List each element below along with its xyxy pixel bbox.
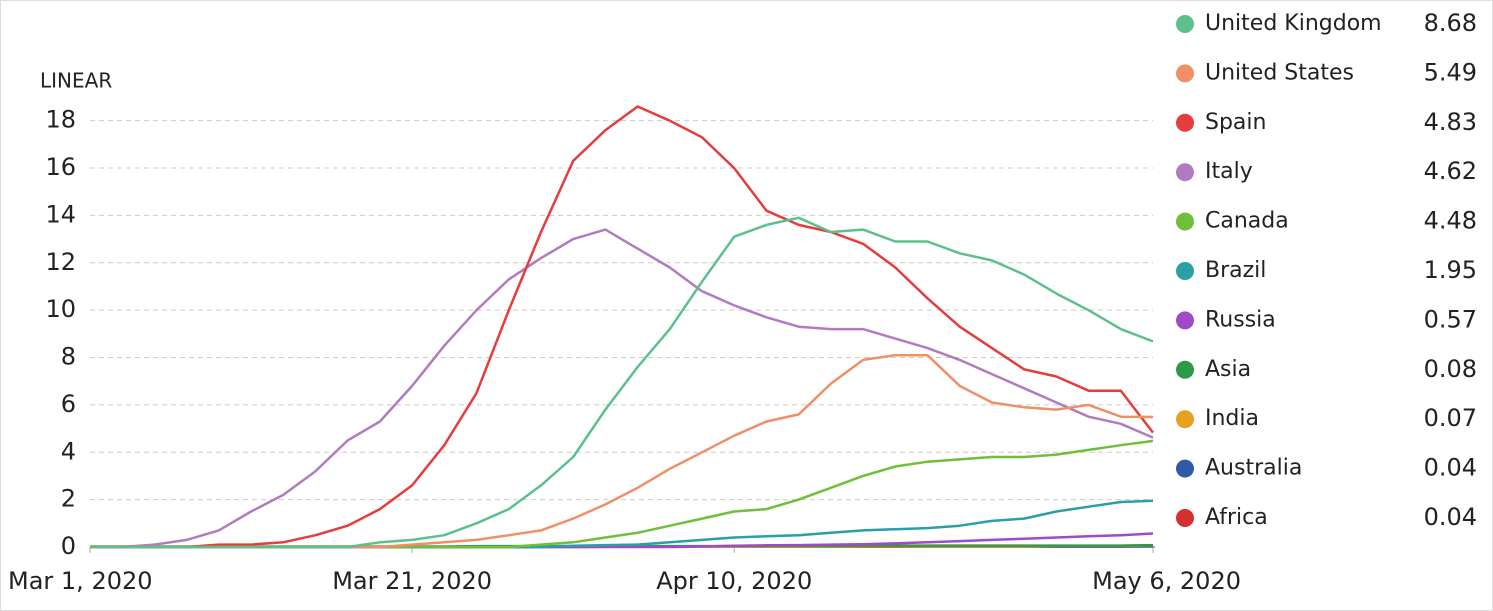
legend-label: United Kingdom [1205, 11, 1382, 36]
y-tick-label: 12 [45, 248, 76, 276]
legend-value: 8.68 [1424, 9, 1477, 37]
legend-swatch [1176, 262, 1194, 280]
y-tick-label: 16 [45, 153, 76, 181]
legend-value: 5.49 [1424, 58, 1477, 86]
legend-label: Russia [1205, 307, 1276, 332]
legend-label: Africa [1205, 505, 1268, 530]
line [90, 228, 1154, 549]
legend-label: Australia [1205, 456, 1302, 481]
y-tick-label: 2 [61, 485, 76, 513]
legend-label: Canada [1205, 209, 1289, 234]
legend-value: 0.08 [1424, 355, 1477, 383]
y-tick-label: 10 [45, 295, 76, 323]
y-tick-label: 18 [45, 106, 76, 134]
legend-value: 0.07 [1424, 404, 1477, 432]
x-tick-label: Mar 21, 2020 [332, 567, 492, 595]
line [90, 105, 1154, 549]
line [90, 216, 1154, 549]
legend-value: 4.62 [1424, 157, 1477, 185]
y-tick-label: 8 [61, 343, 76, 371]
legend-swatch [1176, 311, 1194, 330]
legend-label: India [1205, 406, 1259, 431]
legend-label: Asia [1205, 357, 1251, 382]
scale-label: LINEAR [40, 69, 112, 93]
legend-value: 0.04 [1424, 454, 1477, 482]
legend-swatch [1176, 410, 1194, 429]
legend-label: Spain [1205, 110, 1266, 135]
legend-value: 1.95 [1424, 256, 1477, 284]
y-tick-label: 6 [61, 390, 76, 418]
legend-value: 0.57 [1424, 305, 1477, 333]
legend-swatch [1176, 15, 1194, 33]
y-tick-label: 4 [61, 437, 76, 465]
legend-swatch [1176, 212, 1194, 231]
legend-label: Italy [1205, 159, 1253, 184]
y-tick-label: 0 [61, 532, 76, 560]
legend-value: 4.83 [1424, 108, 1477, 136]
legend-value: 4.48 [1424, 207, 1477, 235]
legend-swatch [1176, 360, 1194, 379]
legend-swatch [1176, 459, 1194, 478]
y-tick-label: 14 [45, 200, 76, 228]
legend-value: 0.04 [1424, 503, 1477, 531]
legend-swatch [1176, 163, 1194, 182]
x-tick-label: May 6, 2020 [1092, 567, 1241, 595]
legend-swatch [1176, 64, 1194, 83]
legend-swatch [1176, 113, 1194, 132]
legend-label: United States [1205, 60, 1354, 85]
legend-swatch [1176, 509, 1194, 527]
x-tick-label: Mar 1, 2020 [8, 567, 153, 595]
x-tick-label: Apr 10, 2020 [656, 567, 812, 595]
legend-label: Brazil [1205, 258, 1266, 283]
